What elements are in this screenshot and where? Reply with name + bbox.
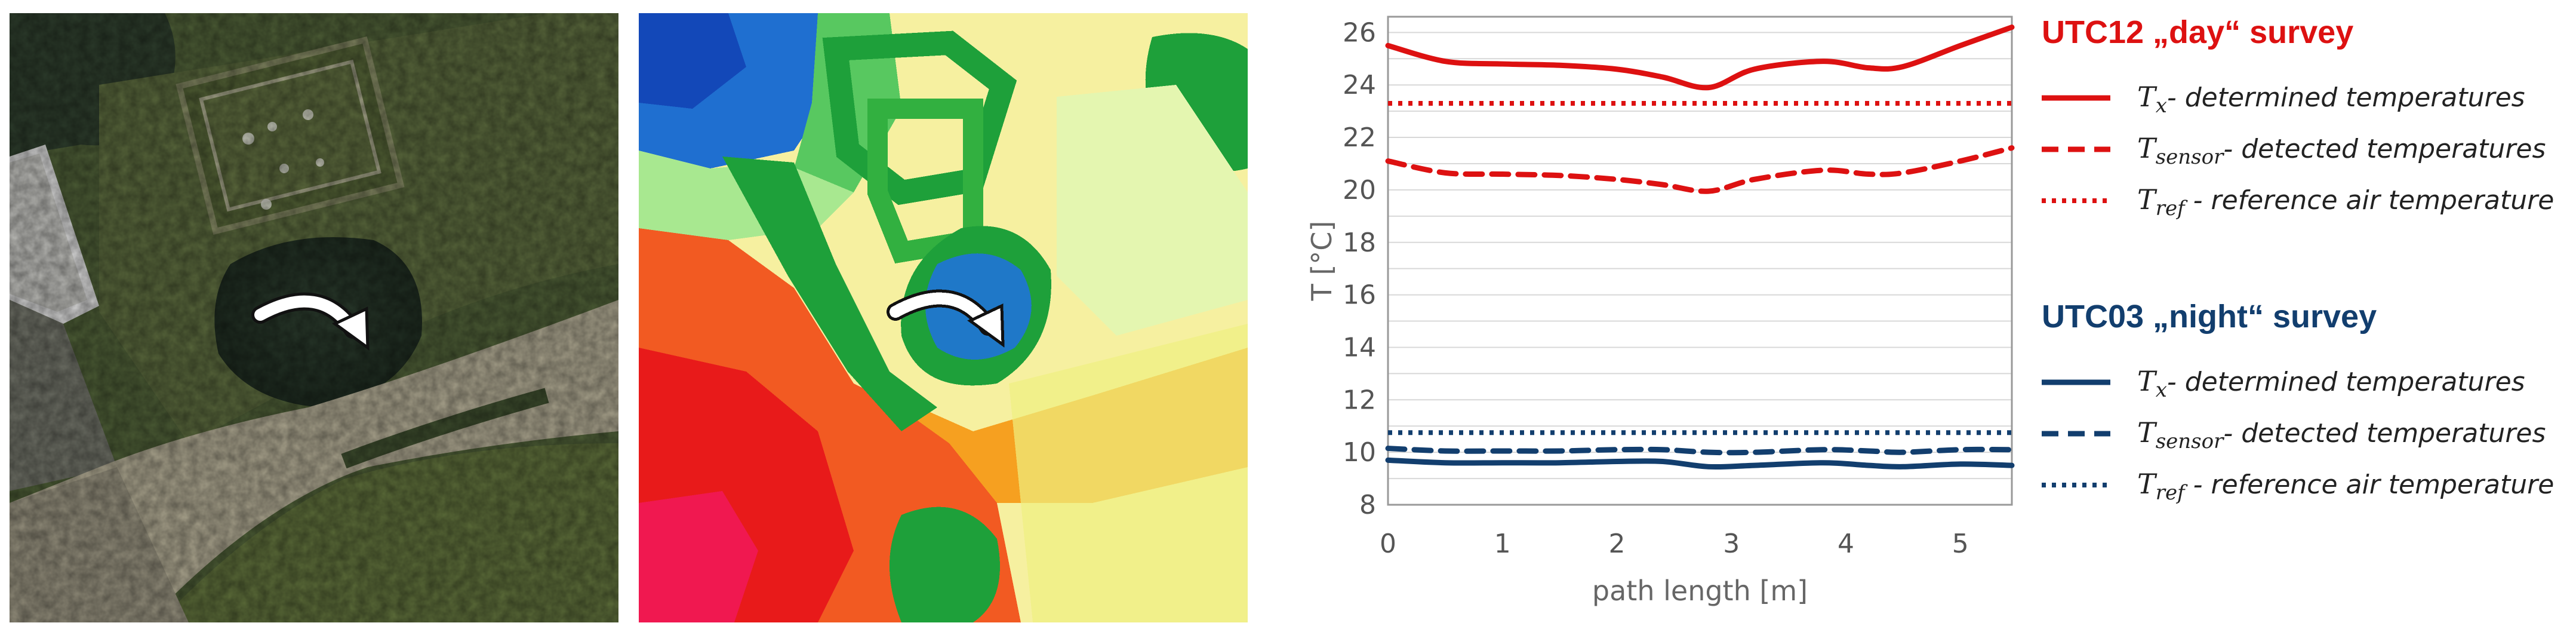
plot-frame: [1387, 16, 2013, 506]
legend-description: - determined temperatures: [2167, 367, 2525, 397]
legend-description: - determined temperatures: [2167, 82, 2525, 113]
y-tick-label: 18: [1343, 228, 1376, 258]
y-tick-label: 16: [1343, 280, 1376, 311]
thermal-map: [639, 13, 1248, 622]
legend-subscript: ref: [2156, 481, 2188, 505]
series-line-day-dashed: [1385, 145, 2015, 194]
legend-subscript: x: [2156, 94, 2167, 118]
legend-label: Tsensor- detected temperatures: [2137, 416, 2546, 453]
series-line-day-solid: [1385, 24, 2015, 91]
y-tick-label: 12: [1343, 385, 1376, 415]
legend-label: Tref - reference air temperature: [2137, 183, 2554, 220]
legend-symbol: T: [2137, 81, 2158, 113]
series-line-night-solid: [1385, 457, 2015, 470]
legend-symbol: T: [2137, 416, 2158, 449]
y-tick-label: 20: [1343, 175, 1376, 205]
legend-subscript: sensor: [2156, 429, 2224, 453]
legend-label: Tsensor- detected temperatures: [2137, 132, 2546, 169]
legend-symbol: T: [2137, 468, 2158, 500]
legend-symbol: T: [2137, 365, 2158, 397]
aerial-photo: [10, 13, 618, 622]
legend-description: - detected temperatures: [2223, 418, 2546, 449]
legend-subscript: sensor: [2156, 145, 2224, 169]
legend-symbol: T: [2137, 132, 2158, 164]
legend-label: Tx- determined temperatures: [2137, 81, 2525, 118]
y-tick-label: 26: [1343, 17, 1376, 48]
y-tick-label: 8: [1359, 490, 1376, 520]
x-tick-label: 5: [1952, 529, 1969, 559]
legend-label: Tref - reference air temperature: [2137, 468, 2554, 505]
legend-title-night: UTC03 „night“ survey: [2042, 299, 2377, 335]
y-tick-label: 24: [1343, 70, 1376, 100]
legend-symbol: T: [2137, 183, 2158, 216]
legend-description: - detected temperatures: [2223, 134, 2546, 164]
x-tick-label: 4: [1838, 529, 1854, 559]
legend-title-day: UTC12 „day“ survey: [2042, 14, 2353, 50]
x-tick-label: 2: [1608, 529, 1625, 559]
x-tick-label: 0: [1380, 529, 1396, 559]
y-tick-label: 14: [1343, 332, 1376, 363]
legend-description: - reference air temperature: [2185, 470, 2555, 500]
y-tick-label: 22: [1343, 122, 1376, 153]
legend-subscript: x: [2156, 378, 2167, 402]
x-tick-label: 1: [1494, 529, 1511, 559]
y-tick-label: 10: [1343, 437, 1376, 468]
chart-series: [1385, 24, 2015, 470]
series-line-night-dashed: [1385, 446, 2015, 456]
legend-label: Tx- determined temperatures: [2137, 365, 2525, 402]
y-axis-label: T [°C]: [1306, 221, 1338, 302]
legend-description: - reference air temperature: [2185, 185, 2555, 216]
x-tick-label: 3: [1723, 529, 1740, 559]
legend-subscript: ref: [2156, 197, 2188, 220]
x-axis-label: path length [m]: [1592, 575, 1808, 607]
